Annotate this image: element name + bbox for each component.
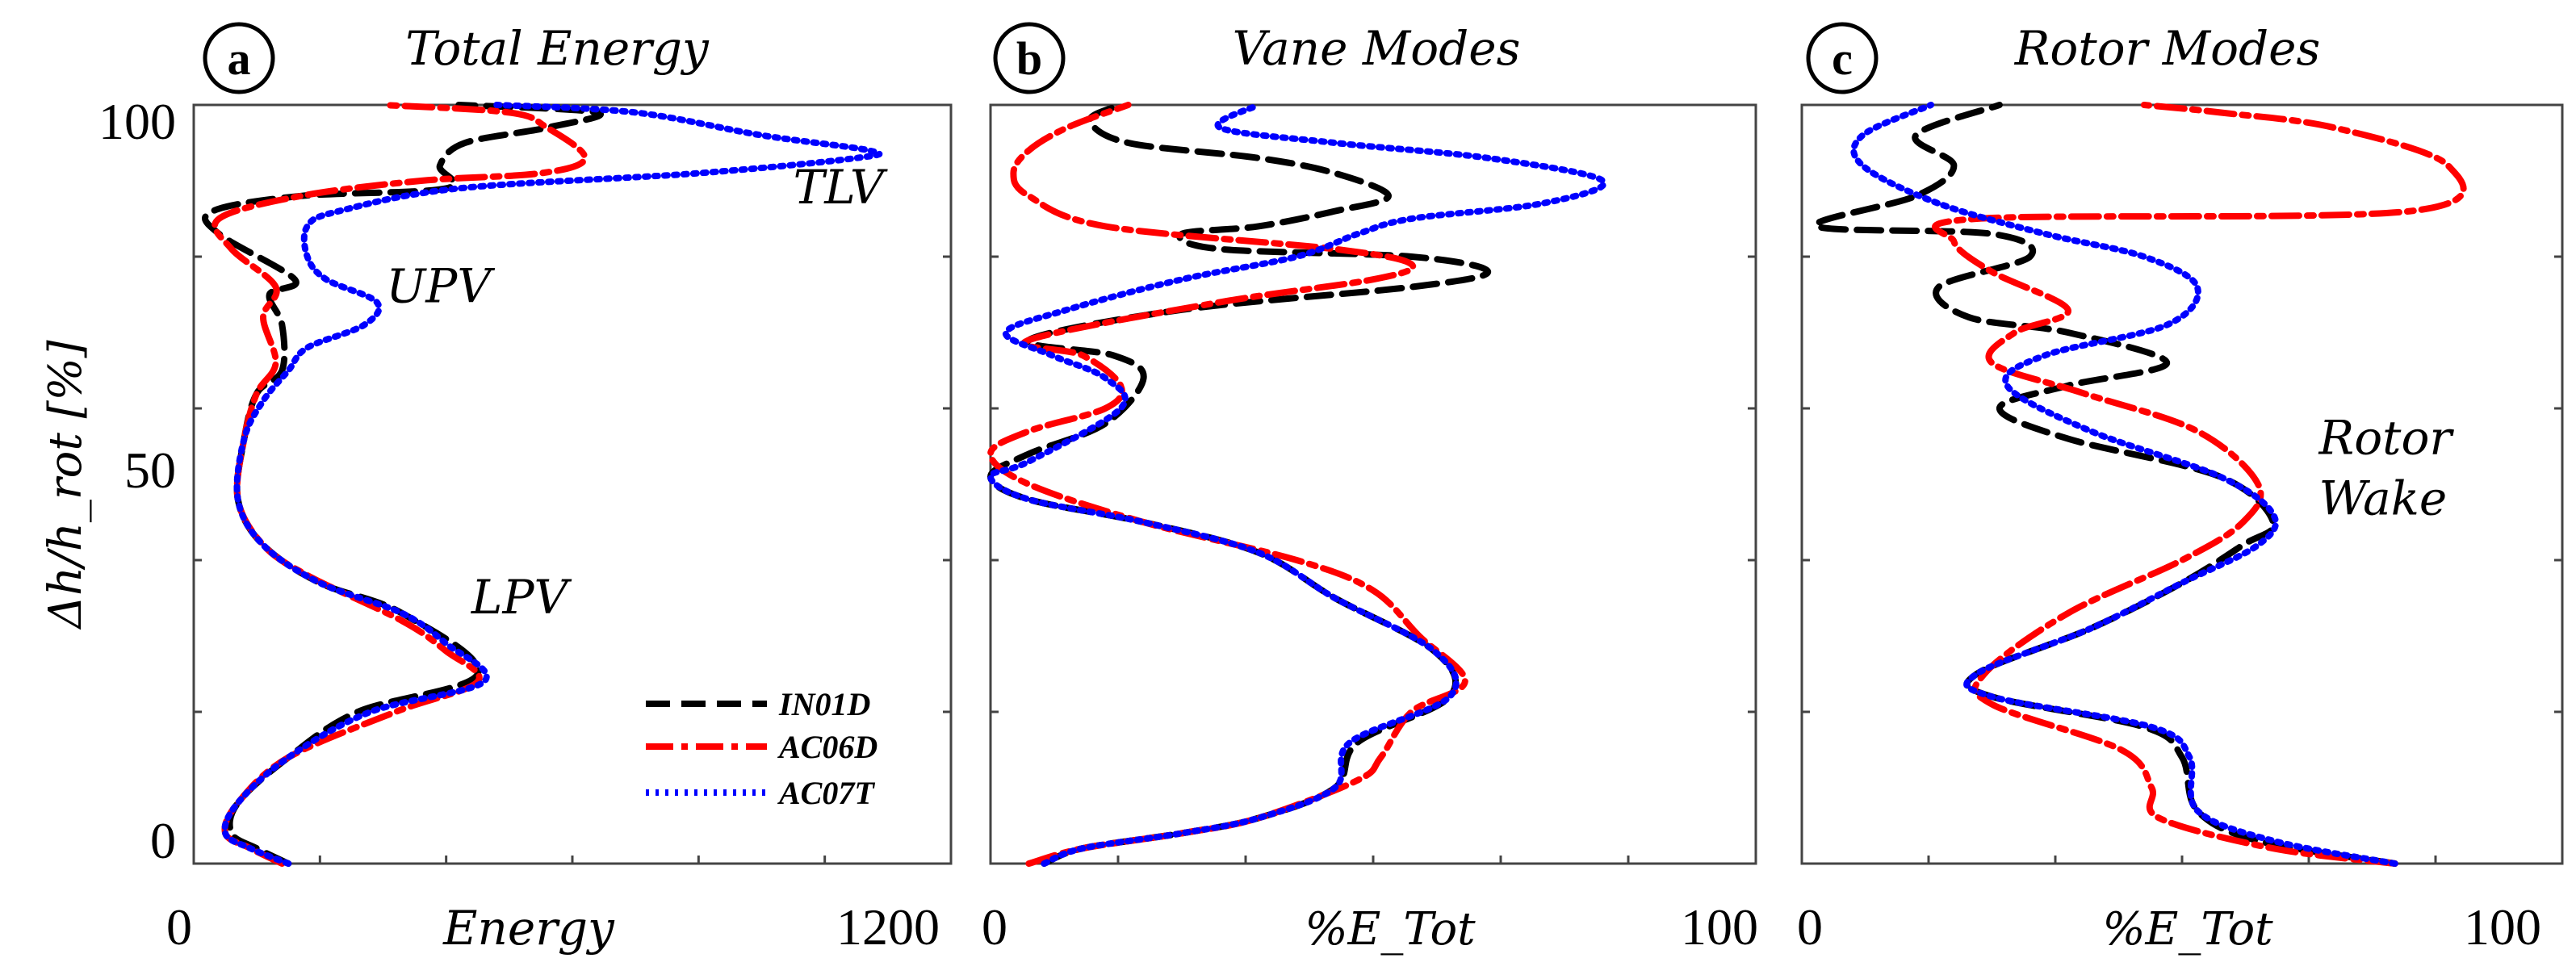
panel-b-x-label: %E_Tot [1305,903,1476,956]
panel-a-series-ac07t [221,102,883,867]
panel-a-series-in01d [202,102,604,867]
panel-c-annotation-rotor: Rotor [2318,410,2455,465]
panel-b-letter: b [1016,32,1042,85]
panel-c-badge: c [1806,22,1879,94]
y-axis-label: Δh/h_rot [%] [40,340,92,630]
panel-b-series-in01d [986,102,1492,867]
panel-a-x-label: Energy [442,901,615,956]
panel-a-letter: a [228,32,251,85]
series-layer [202,102,2467,867]
panel-c-x-tick-max: 100 [2464,898,2541,956]
panel-b-badge: b [993,22,1066,94]
legend-label-in01d: IN01D [778,686,870,722]
panel-a-x-tick-min: 0 [166,898,192,956]
panel-a-badge: a [203,22,275,94]
panel-c-title: Rotor Modes [2014,21,2321,76]
panel-c-x-tick-min: 0 [1797,898,1823,956]
panel-a-title: Total Energy [405,21,710,76]
y-tick-label-50: 50 [124,441,176,499]
panel-a-annotation-upv: UPV [386,258,495,313]
panel-c-annotation-wake: Wake [2319,471,2448,526]
panel-a-series-ac06d [212,102,589,867]
panel-b-title: Vane Modes [1233,21,1521,76]
annotations: TLV UPV LPV Rotor Wake [386,160,2454,625]
panel-c-series-ac06d [1932,102,2467,867]
panel-c-series-ac07t [1850,102,2398,867]
y-tick-label-100: 100 [98,93,176,150]
y-tick-label-0: 0 [150,812,176,869]
panel-b-x-tick-min: 0 [982,898,1007,956]
panel-b-series-ac07t [986,102,1608,867]
legend: IN01D AC06D AC07T [646,686,878,811]
legend-label-ac07t: AC07T [777,775,875,811]
panel-c-letter: c [1832,32,1853,85]
legend-label-ac06d: AC06D [777,729,878,765]
panel-a-annotation-tlv: TLV [794,160,888,215]
panel-c-x-label: %E_Tot [2102,903,2273,956]
panel-b-frame [989,103,1757,865]
panel-b-x-tick-max: 100 [1681,898,1758,956]
panel-a-annotation-lpv: LPV [471,570,572,625]
panel-a-x-tick-max: 1200 [836,898,940,956]
panel-b-series-ac06d [986,102,1468,867]
tick-marks [194,255,2562,864]
